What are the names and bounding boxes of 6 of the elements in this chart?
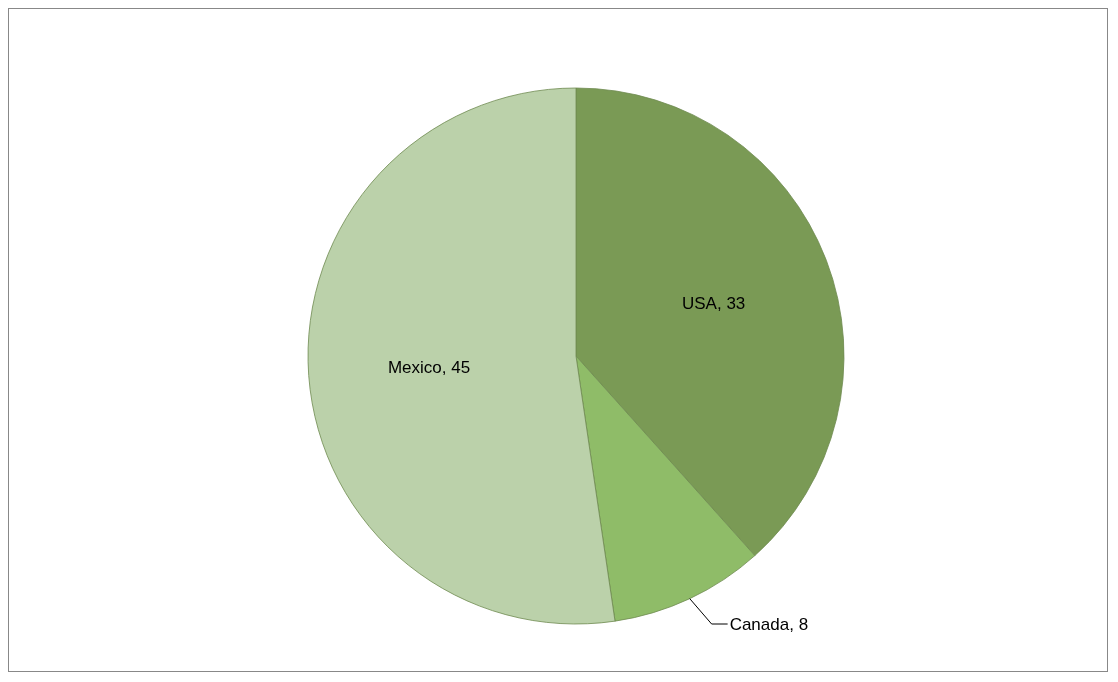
slice-label: USA [682, 293, 718, 313]
slice-label: Canada [729, 614, 790, 634]
data-label: , 45 [441, 357, 471, 377]
data-label: , 8 [789, 614, 809, 634]
data-label: , 33 [716, 293, 746, 313]
slice-label: Mexico [387, 357, 442, 377]
